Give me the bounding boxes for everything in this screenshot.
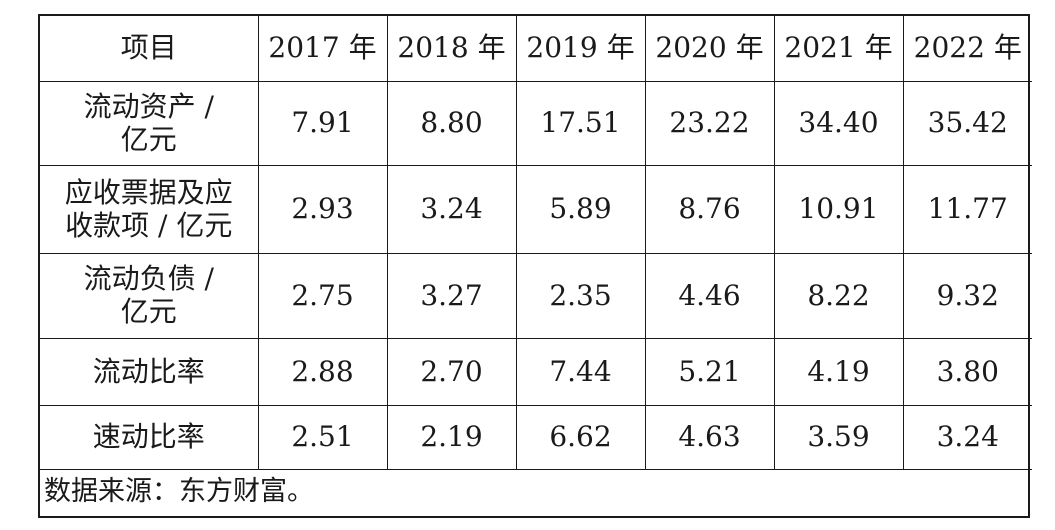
header-item: 项目 (40, 16, 259, 82)
table-cell: 3.59 (773, 404, 904, 470)
table-cell: 3.80 (902, 337, 1032, 406)
row-label-text: 应收票据及应 收款项 / 亿元 (64, 175, 233, 242)
table-cell: 2.93 (257, 164, 388, 254)
header-row: 项目 2017 年 2018 年 2019 年 2020 年 2021 年 20… (40, 16, 1032, 82)
row-label-text: 速动比率 (92, 420, 205, 453)
table-cell: 3.24 (902, 404, 1032, 470)
table-cell: 17.51 (515, 80, 646, 166)
financial-table-frame: 项目 2017 年 2018 年 2019 年 2020 年 2021 年 20… (38, 14, 1032, 518)
row-label-text: 流动负债 / 亿元 (83, 262, 214, 328)
table-cell: 6.62 (515, 404, 646, 470)
table-cell: 10.91 (773, 164, 904, 254)
row-label-text: 流动资产 / 亿元 (83, 89, 214, 156)
header-year-2019: 2019 年 (515, 16, 646, 82)
table-cell: 8.22 (773, 252, 904, 339)
table-cell: 4.63 (644, 404, 775, 470)
table-cell: 2.75 (257, 252, 388, 339)
table-cell: 3.27 (386, 252, 517, 339)
table-cell: 5.21 (644, 337, 775, 406)
table-cell: 7.91 (257, 80, 388, 166)
row-label: 流动比率 (40, 337, 259, 406)
data-source-note: 数据来源：东方财富。 (44, 476, 314, 507)
table-cell: 4.46 (644, 252, 775, 339)
row-label: 速动比率 (40, 404, 259, 470)
table-cell: 8.76 (644, 164, 775, 254)
header-year-2020: 2020 年 (644, 16, 775, 82)
table-row: 流动资产 / 亿元 7.91 8.80 17.51 23.22 34.40 35… (40, 80, 1032, 166)
row-label: 流动负债 / 亿元 (40, 252, 259, 339)
table-row: 速动比率 2.51 2.19 6.62 4.63 3.59 3.24 (40, 404, 1032, 470)
table-cell: 8.80 (386, 80, 517, 166)
header-year-2021: 2021 年 (773, 16, 904, 82)
table-cell: 2.19 (386, 404, 517, 470)
table-cell: 2.35 (515, 252, 646, 339)
header-year-2018: 2018 年 (386, 16, 517, 82)
table-cell: 3.24 (386, 164, 517, 254)
financial-table: 项目 2017 年 2018 年 2019 年 2020 年 2021 年 20… (40, 16, 1032, 470)
table-cell: 9.32 (902, 252, 1032, 339)
row-label: 应收票据及应 收款项 / 亿元 (40, 164, 259, 254)
table-cell: 5.89 (515, 164, 646, 254)
table-row: 流动比率 2.88 2.70 7.44 5.21 4.19 3.80 (40, 337, 1032, 406)
table-cell: 2.88 (257, 337, 388, 406)
table-row: 应收票据及应 收款项 / 亿元 2.93 3.24 5.89 8.76 10.9… (40, 164, 1032, 254)
table-cell: 34.40 (773, 80, 904, 166)
header-year-2017: 2017 年 (257, 16, 388, 82)
table-cell: 11.77 (902, 164, 1032, 254)
table-cell: 2.51 (257, 404, 388, 470)
header-year-2022: 2022 年 (902, 16, 1032, 82)
row-label: 流动资产 / 亿元 (40, 80, 259, 166)
table-row: 流动负债 / 亿元 2.75 3.27 2.35 4.46 8.22 9.32 (40, 252, 1032, 339)
table-cell: 4.19 (773, 337, 904, 406)
table-cell: 35.42 (902, 80, 1032, 166)
table-cell: 23.22 (644, 80, 775, 166)
row-label-text: 流动比率 (92, 354, 205, 388)
table-cell: 7.44 (515, 337, 646, 406)
table-cell: 2.70 (386, 337, 517, 406)
